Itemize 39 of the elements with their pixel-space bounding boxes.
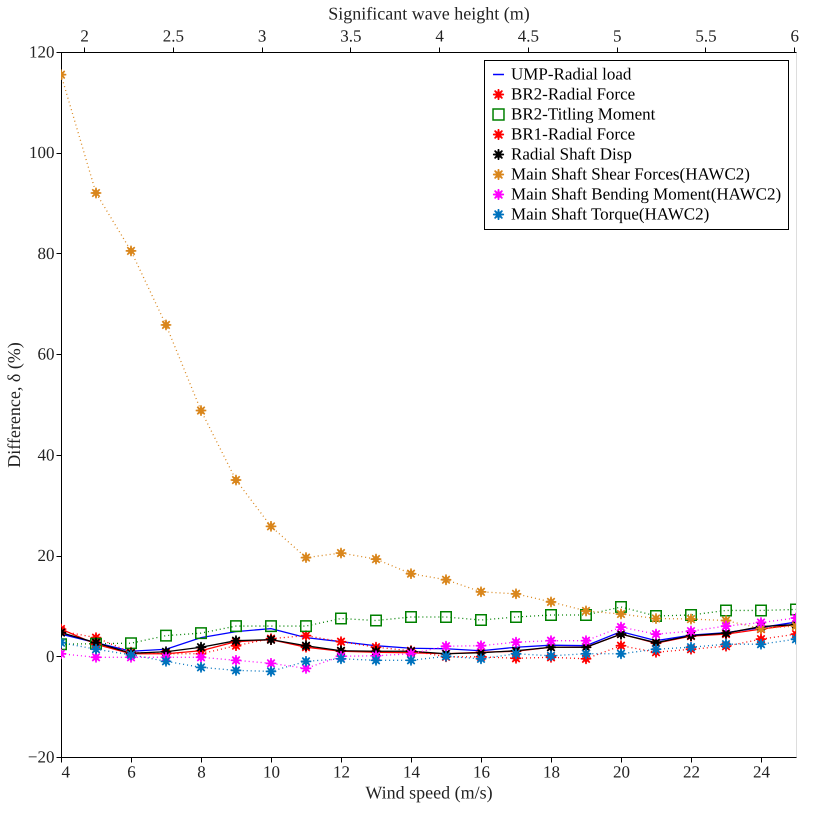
x2-tick-label: 3 [258,26,266,46]
x-tick-label: 14 [403,762,420,782]
x-axis-title: Wind speed (m/s) [365,782,493,802]
x-tick-label: 8 [197,762,206,782]
y-tick-label: 80 [38,244,54,263]
legend-label: Main Shaft Bending Moment(HAWC2) [511,184,782,204]
x-tick-label: 6 [127,762,136,782]
legend-label: Main Shaft Shear Forces(HAWC2) [511,164,750,184]
y-tick-label: 120 [29,42,54,62]
y-tick-label: 60 [38,344,54,364]
x-tick-label: 22 [683,762,700,782]
x2-axis-title: Significant wave height (m) [328,4,530,24]
x2-tick-label: 4.5 [518,26,540,46]
x2-tick-label: 2.5 [162,26,184,46]
x-tick-label: 16 [473,762,490,782]
x-tick-label: 4 [62,762,70,782]
y-tick-label: 0 [46,646,54,666]
x-tick-label: 12 [333,762,350,782]
legend-label: BR2-Titling Moment [511,104,656,124]
x-tick-label: 20 [613,762,630,782]
x-tick-label: 24 [753,762,770,782]
y-tick-label: 20 [38,546,54,566]
y-tick-label: 40 [38,445,54,464]
y-axis-title: Difference, δ (%) [4,342,24,468]
legend-label: Main Shaft Torque(HAWC2) [511,204,710,224]
x-tick-label: 10 [263,762,280,782]
x2-tick-label: 5.5 [695,26,717,46]
x2-tick-label: 6 [790,26,799,46]
x2-tick-label: 5 [612,26,622,46]
y-tick-label: −20 [28,748,54,766]
x-tick-label: 18 [543,762,560,782]
legend-label: Radial Shaft Disp [511,144,632,164]
legend-label: BR1-Radial Force [511,124,636,144]
x2-tick-label: 2 [80,26,89,46]
x2-tick-label: 4 [435,26,444,46]
x2-tick-label: 3.5 [340,26,362,46]
legend-label: BR2-Radial Force [511,84,636,104]
y-tick-label: 100 [29,143,54,162]
legend-label: UMP-Radial load [511,64,632,84]
